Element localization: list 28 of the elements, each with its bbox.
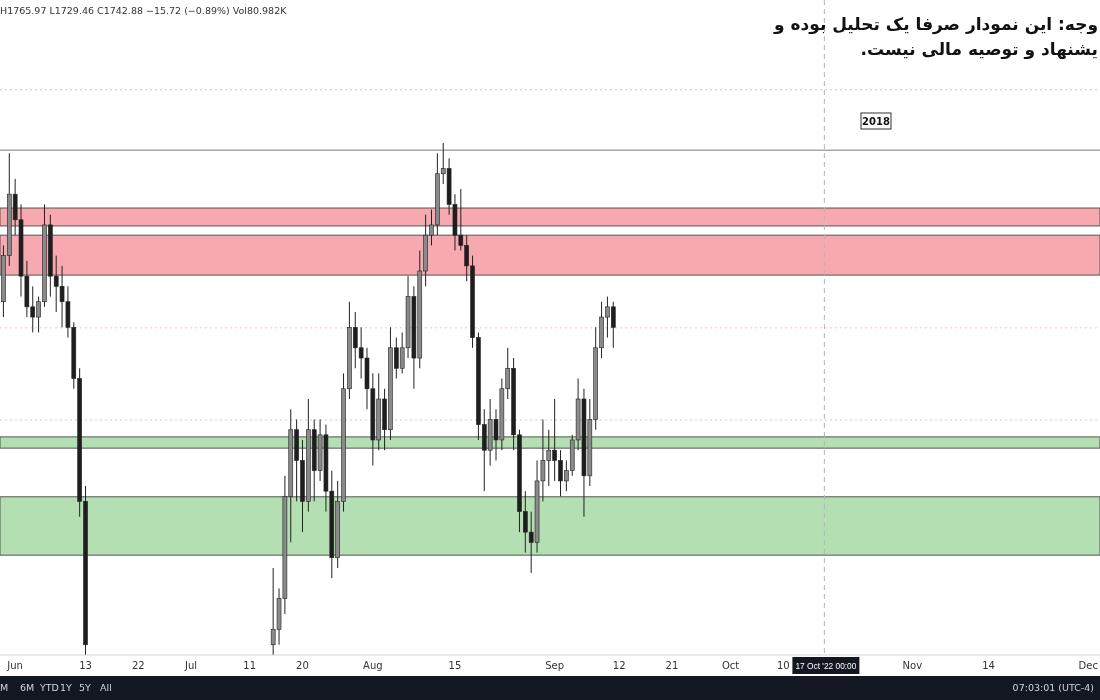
text: M xyxy=(0,682,9,693)
x-tick-label: 11 xyxy=(243,660,257,671)
x-tick-label: Jul xyxy=(184,660,198,671)
x-tick-label: Oct xyxy=(721,660,740,671)
x-tick-label: 10 xyxy=(776,660,790,671)
text: 07:03:01 (UTC-4) xyxy=(1012,682,1094,693)
x-tick-label: 13 xyxy=(79,660,92,671)
x-tick-label: 15 xyxy=(448,660,462,671)
ref-line-label: 17 Oct '22 00:00 xyxy=(795,661,862,671)
x-tick-label: Jun xyxy=(6,660,23,671)
text: یشنهاد و توصیه مالی نیست. xyxy=(860,39,1098,59)
text: All xyxy=(100,682,112,693)
x-tick-label: 20 xyxy=(296,660,309,671)
text: 5Y xyxy=(79,682,92,693)
text: 2018 xyxy=(862,116,890,127)
text: 6M xyxy=(20,682,35,693)
x-tick-label: 22 xyxy=(131,660,145,671)
x-tick-label: Nov xyxy=(902,660,923,671)
text: YTD xyxy=(39,682,59,693)
x-tick-label: Aug xyxy=(363,660,383,671)
text: H1765.97 L1729.46 C1742.88 −15.72 (−0.89%) Vol80.982K xyxy=(0,5,288,16)
x-tick-label: Dec xyxy=(1078,660,1098,671)
x-tick-label: Sep xyxy=(545,660,565,671)
text: وجه: این نمودار صرفا یک تحلیل بوده و xyxy=(773,14,1098,34)
x-tick-label: 12 xyxy=(612,660,626,671)
x-tick-label: 21 xyxy=(665,660,679,671)
x-tick-label: 14 xyxy=(982,660,995,671)
text: 1Y xyxy=(60,682,73,693)
